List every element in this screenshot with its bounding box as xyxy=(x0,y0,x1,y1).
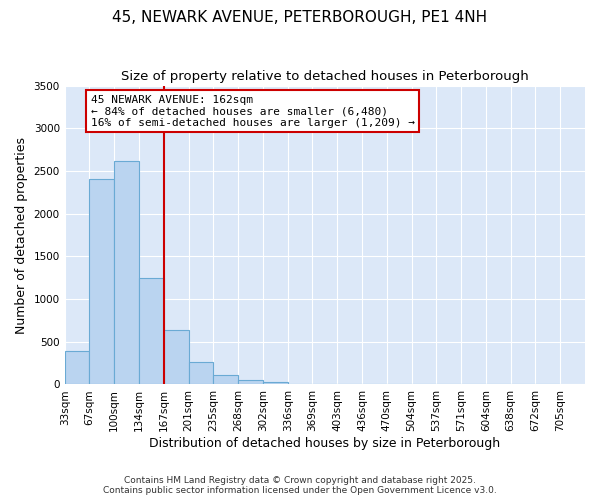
Title: Size of property relative to detached houses in Peterborough: Size of property relative to detached ho… xyxy=(121,70,529,83)
Text: 45 NEWARK AVENUE: 162sqm
← 84% of detached houses are smaller (6,480)
16% of sem: 45 NEWARK AVENUE: 162sqm ← 84% of detach… xyxy=(91,94,415,128)
Text: 45, NEWARK AVENUE, PETERBOROUGH, PE1 4NH: 45, NEWARK AVENUE, PETERBOROUGH, PE1 4NH xyxy=(112,10,488,25)
Bar xyxy=(164,330,188,384)
X-axis label: Distribution of detached houses by size in Peterborough: Distribution of detached houses by size … xyxy=(149,437,500,450)
Bar xyxy=(89,180,114,384)
Text: Contains HM Land Registry data © Crown copyright and database right 2025.
Contai: Contains HM Land Registry data © Crown c… xyxy=(103,476,497,495)
Bar xyxy=(214,376,238,384)
Bar xyxy=(238,380,263,384)
Bar xyxy=(188,362,214,384)
Bar xyxy=(263,382,287,384)
Y-axis label: Number of detached properties: Number of detached properties xyxy=(15,136,28,334)
Bar xyxy=(65,351,89,384)
Bar xyxy=(139,278,164,384)
Bar xyxy=(114,160,139,384)
